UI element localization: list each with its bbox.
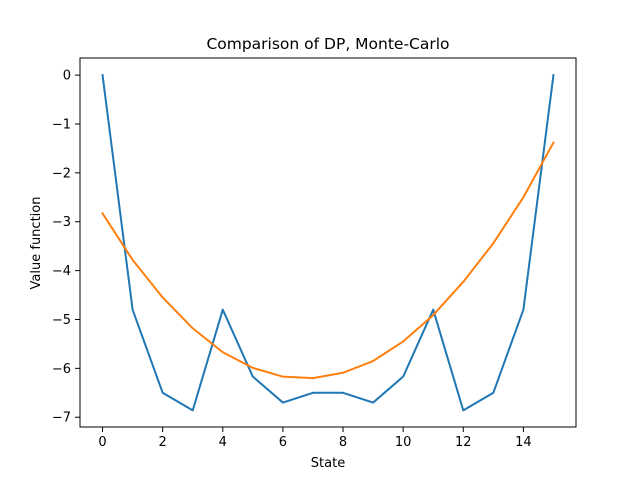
chart-title: Comparison of DP, Monte-Carlo [206, 35, 449, 53]
y-tick-label: −4 [52, 264, 71, 279]
y-tick-label: −3 [52, 215, 71, 230]
plot-frame [79, 57, 577, 428]
series-layer [101, 73, 555, 412]
series-line-orange [101, 141, 555, 380]
y-tick-label: −2 [52, 166, 71, 181]
x-tick-label: 14 [515, 435, 532, 450]
y-tick-label: −7 [52, 411, 71, 426]
y-tick-label: −1 [52, 117, 71, 132]
x-tick-label: 12 [455, 435, 472, 450]
x-tick-label: 10 [395, 435, 412, 450]
x-axis: 0 2 4 6 8 10 12 14 [98, 427, 532, 450]
y-axis-label: Value function [29, 197, 44, 290]
series-line-blue [101, 73, 555, 412]
y-tick-label: −6 [52, 362, 71, 377]
x-tick-label: 4 [219, 435, 227, 450]
y-tick-label: −5 [52, 313, 71, 328]
y-axis: 0 −1 −2 −3 −4 −5 −6 −7 [52, 69, 80, 426]
x-axis-label: State [311, 456, 345, 471]
x-tick-label: 2 [159, 435, 167, 450]
x-tick-label: 8 [339, 435, 347, 450]
y-tick-label: 0 [63, 69, 71, 84]
x-tick-label: 6 [279, 435, 287, 450]
x-tick-label: 0 [98, 435, 106, 450]
